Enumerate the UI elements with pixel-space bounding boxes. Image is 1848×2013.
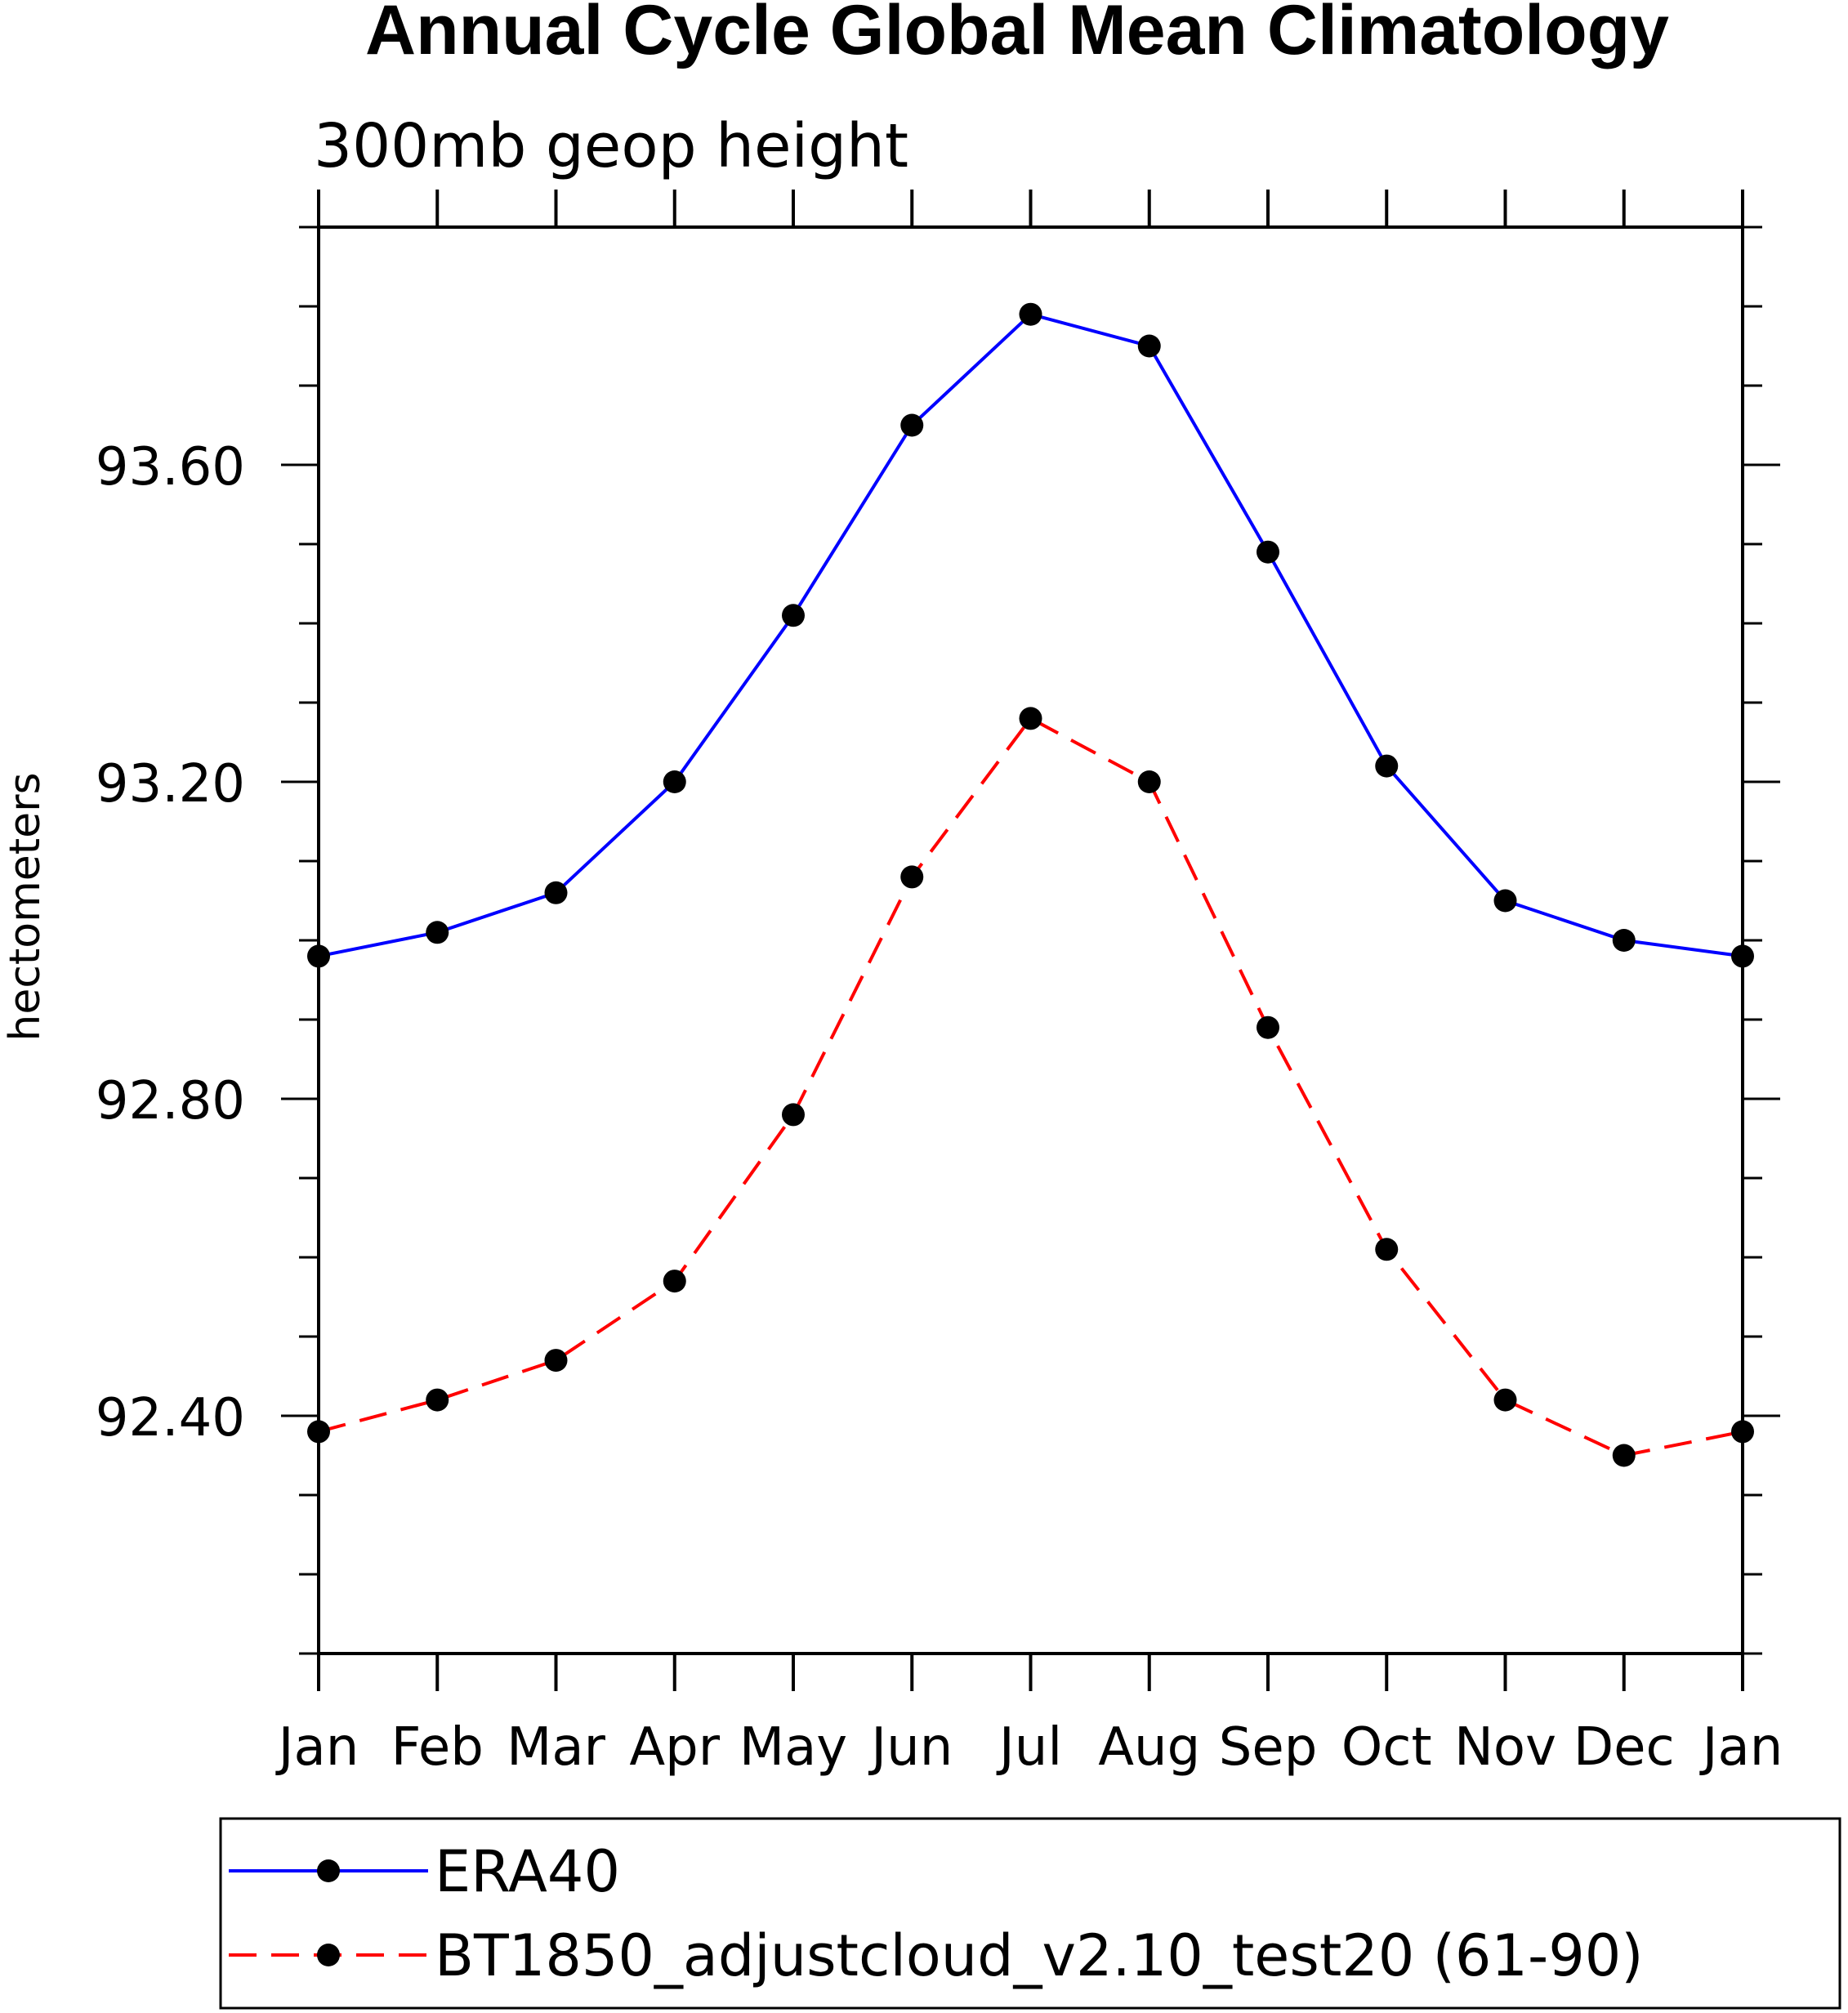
data-point [663, 1270, 686, 1293]
chart-subtitle: 300mb geop height [314, 111, 908, 181]
data-point [1019, 707, 1042, 730]
y-axis-label: hectometers [1, 772, 50, 1041]
data-point [900, 413, 924, 437]
data-point [1257, 540, 1279, 564]
data-point [544, 1349, 568, 1372]
series-line-2 [318, 716, 1743, 1457]
data-point [1731, 1420, 1754, 1444]
legend-marker-1 [317, 1859, 340, 1882]
plot-frame [317, 225, 1744, 1655]
data-point [1137, 770, 1161, 793]
axes: Jan Feb Mar Apr May Jun Jul Aug Sep Oct Nov Dec Jan 9… [96, 190, 1783, 1778]
x-tick-label: Dec [1573, 1717, 1675, 1778]
x-tick-label: Aug [1098, 1717, 1200, 1778]
data-point [1257, 1015, 1279, 1039]
x-tick-label: Feb [391, 1717, 484, 1778]
data-point [663, 770, 686, 793]
data-point [1612, 1444, 1636, 1467]
x-tick-label: Apr [629, 1717, 720, 1778]
y-tick-label: 92.80 [96, 1071, 245, 1131]
data-point [1731, 944, 1754, 968]
data-point [307, 1420, 330, 1444]
data-point [1375, 1238, 1399, 1261]
y-tick-label: 93.20 [96, 754, 245, 815]
x-tick-label: Mar [507, 1717, 605, 1778]
series-line-1 [318, 312, 1743, 958]
x-tick-label: Jan [1699, 1717, 1783, 1778]
legend: ERA40 BT1850_adjustcloud_v2.10_test20 (61… [219, 1817, 1841, 2010]
legend-marker-2 [317, 1944, 340, 1966]
data-point [1137, 334, 1161, 358]
data-point [1019, 302, 1042, 326]
legend-items: ERA40 BT1850_adjustcloud_v2.10_test20 (61… [229, 1838, 1644, 1989]
data-point [544, 881, 568, 904]
legend-label-2: BT1850_adjustcloud_v2.10_test20 (61-90) [435, 1922, 1644, 1989]
y-tick-label: 93.60 [96, 437, 245, 498]
data-point [1375, 754, 1399, 778]
chart-title: Annual Cycle Global Mean Climatology [365, 0, 1669, 69]
data-point [1612, 929, 1636, 952]
data-point [426, 921, 449, 944]
y-tick-label: 92.40 [96, 1388, 245, 1448]
data-point [782, 604, 805, 627]
data-point [782, 1103, 805, 1127]
data-point [900, 865, 924, 889]
series-layer [307, 302, 1754, 1467]
x-tick-label: Jul [996, 1717, 1062, 1778]
x-tick-label: Sep [1219, 1717, 1318, 1778]
x-tick-label: Nov [1454, 1717, 1556, 1778]
data-point [426, 1388, 449, 1412]
data-point [307, 944, 330, 968]
legend-label-1: ERA40 [435, 1838, 620, 1905]
x-tick-label: Oct [1341, 1717, 1432, 1778]
data-point [1493, 889, 1517, 913]
legend-box [219, 1817, 1841, 2010]
x-tick-label: May [739, 1717, 847, 1778]
x-tick-label: Jan [275, 1717, 359, 1778]
data-point [1493, 1388, 1517, 1412]
x-tick-label: Jun [868, 1717, 953, 1778]
